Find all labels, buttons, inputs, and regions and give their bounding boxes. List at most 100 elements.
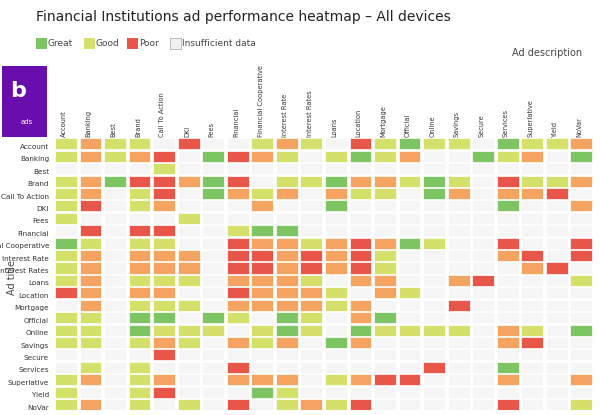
Bar xyxy=(80,374,101,385)
Bar xyxy=(472,200,494,212)
Bar xyxy=(55,325,77,336)
Bar xyxy=(521,250,543,261)
Bar xyxy=(227,374,248,385)
Bar xyxy=(423,200,445,212)
Bar xyxy=(227,250,248,261)
Bar xyxy=(398,300,421,311)
Bar xyxy=(55,386,77,398)
Bar xyxy=(128,275,151,286)
Bar xyxy=(497,386,518,398)
Bar xyxy=(80,225,101,236)
Bar xyxy=(301,337,322,348)
Bar xyxy=(571,176,592,187)
Bar xyxy=(227,151,248,162)
Bar xyxy=(350,312,371,323)
Bar xyxy=(571,386,592,398)
Bar xyxy=(350,300,371,311)
Bar xyxy=(448,213,470,224)
Bar xyxy=(398,262,421,273)
Bar xyxy=(325,200,347,212)
Bar xyxy=(571,374,592,385)
Bar xyxy=(80,275,101,286)
Bar xyxy=(104,200,126,212)
Bar xyxy=(128,250,151,261)
Bar xyxy=(350,163,371,174)
Bar xyxy=(227,300,248,311)
Bar xyxy=(104,337,126,348)
Bar xyxy=(276,188,298,199)
Bar xyxy=(251,151,273,162)
Bar xyxy=(374,374,396,385)
Bar xyxy=(521,262,543,273)
Bar xyxy=(374,200,396,212)
Bar xyxy=(571,138,592,149)
Bar xyxy=(448,275,470,286)
Bar xyxy=(448,287,470,298)
Bar xyxy=(104,399,126,410)
Bar xyxy=(128,386,151,398)
Bar xyxy=(251,287,273,298)
Bar xyxy=(153,374,175,385)
Bar xyxy=(251,138,273,149)
Bar xyxy=(571,250,592,261)
Bar xyxy=(251,325,273,336)
Bar xyxy=(546,349,568,360)
Bar xyxy=(571,151,592,162)
Bar xyxy=(546,399,568,410)
Bar xyxy=(227,275,248,286)
Bar xyxy=(202,225,224,236)
Bar xyxy=(202,262,224,273)
Bar xyxy=(128,176,151,187)
Bar xyxy=(350,399,371,410)
Bar xyxy=(128,349,151,360)
Bar xyxy=(472,275,494,286)
Bar xyxy=(227,188,248,199)
Bar xyxy=(398,386,421,398)
Text: Ad title: Ad title xyxy=(7,260,17,295)
Bar xyxy=(350,325,371,336)
Bar xyxy=(276,138,298,149)
Bar xyxy=(423,262,445,273)
Bar xyxy=(178,238,200,249)
Bar xyxy=(276,300,298,311)
Bar xyxy=(497,287,518,298)
Bar xyxy=(301,325,322,336)
Bar xyxy=(521,200,543,212)
Bar xyxy=(546,138,568,149)
Bar xyxy=(301,287,322,298)
Bar xyxy=(325,362,347,373)
Bar xyxy=(350,275,371,286)
Bar xyxy=(128,200,151,212)
Bar xyxy=(325,138,347,149)
Bar xyxy=(374,250,396,261)
Bar xyxy=(251,275,273,286)
Bar xyxy=(423,188,445,199)
Bar xyxy=(497,238,518,249)
Bar xyxy=(104,374,126,385)
Bar xyxy=(521,275,543,286)
Bar xyxy=(398,151,421,162)
Bar xyxy=(251,250,273,261)
Bar xyxy=(521,188,543,199)
Bar xyxy=(128,312,151,323)
Bar xyxy=(398,362,421,373)
Bar xyxy=(301,225,322,236)
Bar xyxy=(546,362,568,373)
Bar xyxy=(571,325,592,336)
Bar xyxy=(521,163,543,174)
Bar xyxy=(276,250,298,261)
Bar xyxy=(227,399,248,410)
Bar xyxy=(202,300,224,311)
Bar xyxy=(276,399,298,410)
Bar xyxy=(80,163,101,174)
Bar xyxy=(178,275,200,286)
Bar xyxy=(55,138,77,149)
Bar xyxy=(153,238,175,249)
Text: Poor: Poor xyxy=(139,39,159,48)
Text: Savings: Savings xyxy=(21,342,49,349)
Bar xyxy=(325,225,347,236)
Bar xyxy=(398,238,421,249)
Text: Best: Best xyxy=(110,122,116,137)
Bar xyxy=(472,287,494,298)
Text: Loans: Loans xyxy=(331,117,337,137)
